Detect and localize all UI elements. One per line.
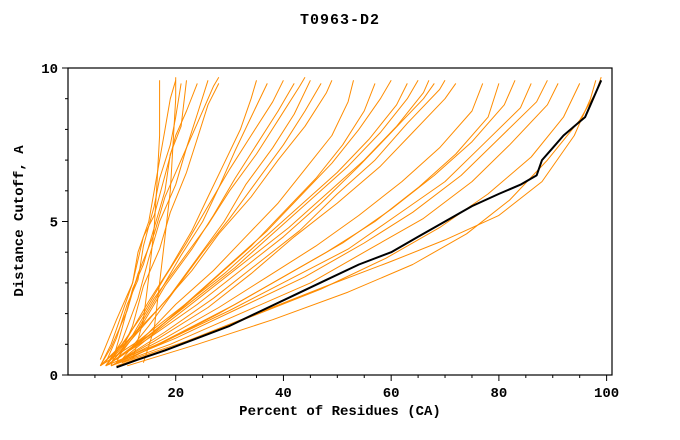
svg-text:80: 80 xyxy=(490,386,507,402)
svg-text:40: 40 xyxy=(275,386,292,402)
svg-text:20: 20 xyxy=(167,386,184,402)
svg-text:100: 100 xyxy=(594,386,619,402)
svg-text:60: 60 xyxy=(383,386,400,402)
x-axis-label: Percent of Residues (CA) xyxy=(239,404,441,420)
svg-text:0: 0 xyxy=(50,369,58,385)
svg-text:10: 10 xyxy=(41,62,58,78)
chart-title: T0963-D2 xyxy=(299,12,380,29)
svg-text:5: 5 xyxy=(50,216,58,232)
